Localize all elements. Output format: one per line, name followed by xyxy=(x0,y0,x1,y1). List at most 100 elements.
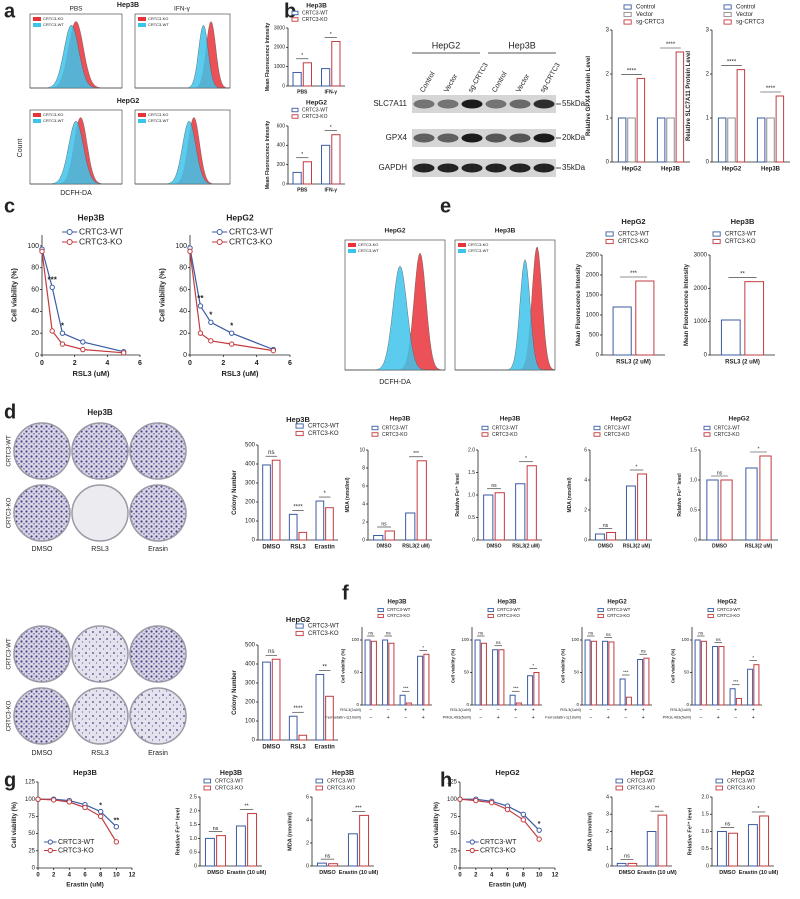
blot-band xyxy=(413,163,435,173)
bar xyxy=(405,702,412,706)
y-tick-label: 300 xyxy=(245,681,256,687)
y-tick-label: 2.0 xyxy=(701,794,709,800)
legend-swatch xyxy=(712,231,721,237)
legend-swatch xyxy=(615,778,624,784)
legend-label: CRTC3-WT xyxy=(43,118,64,123)
x-tick-label: DMSO xyxy=(719,870,736,876)
cell-line-label: HepG2 xyxy=(432,40,461,50)
y-tick-label: 1.5 xyxy=(468,470,475,476)
chart-title: HepG2 xyxy=(631,770,654,777)
colony-dish xyxy=(71,687,129,745)
legend-label: CRTC3-KO xyxy=(604,432,630,438)
legend-label: CRTC3-WT xyxy=(492,425,518,431)
bar xyxy=(417,655,424,706)
chart-title: Hep3B xyxy=(387,600,407,606)
panel-label: b xyxy=(284,0,296,22)
bar xyxy=(656,117,666,163)
legend-swatch xyxy=(291,114,299,119)
bar xyxy=(627,117,636,163)
y-axis-label: Relative Fe²⁺ level xyxy=(174,807,181,855)
x-tick-label: 8 xyxy=(99,873,103,879)
x-tick-label: IFN-γ xyxy=(325,89,338,95)
size-label: 35kDa xyxy=(562,163,586,172)
histogram-peak xyxy=(135,121,230,185)
panel-label: f xyxy=(342,582,349,604)
row-label: CRTC3-WT xyxy=(7,435,13,467)
x-tick-label: RSL3(2 uM) xyxy=(512,543,540,549)
x-tick-label: DMSO xyxy=(598,543,613,549)
histogram-peak xyxy=(455,258,555,371)
bar xyxy=(298,531,308,541)
bar xyxy=(612,306,632,356)
bar xyxy=(328,863,339,867)
treatment-label: PRGL493(5uM) xyxy=(443,715,472,720)
y-axis-label: Mean Fluorescence Intensity xyxy=(576,263,582,346)
y-tick-label: 1.0 xyxy=(468,492,475,498)
y-tick-label: 50 xyxy=(28,831,35,837)
x-tick-label: 4 xyxy=(490,873,494,879)
legend-marker xyxy=(216,228,223,236)
blot-band xyxy=(437,133,459,143)
colony-dish xyxy=(71,484,129,542)
bar xyxy=(216,835,227,867)
bar xyxy=(646,831,657,867)
legend-label: Vector xyxy=(636,12,653,18)
legend-swatch xyxy=(203,785,212,791)
legend-swatch xyxy=(295,623,304,629)
legend-label: CRTC3-KO xyxy=(229,236,273,246)
legend-swatch xyxy=(291,17,299,22)
chart-title: HepG2 xyxy=(226,212,254,222)
legend-label: CRTC3-KO xyxy=(468,242,488,247)
treatment-sign: + xyxy=(532,715,535,721)
lane-label: Control xyxy=(419,70,437,93)
x-tick-label: RSL3(2 uM) xyxy=(402,543,430,549)
bar xyxy=(298,734,308,741)
chart-title: HepG2 xyxy=(286,615,310,624)
legend-label: CRTC3-KO xyxy=(627,785,656,791)
legend-marker xyxy=(47,847,53,854)
bar xyxy=(509,694,516,706)
x-tick-label: RSL3 xyxy=(290,745,306,751)
y-tick-label: 0 xyxy=(686,702,689,707)
x-tick-label: HepG2 xyxy=(622,167,642,173)
y-tick-label: 1000 xyxy=(586,313,600,319)
significance-label: *** xyxy=(623,669,629,674)
chart-title: Hep3B xyxy=(306,3,327,10)
bar xyxy=(735,698,742,706)
colony-dish xyxy=(13,687,71,745)
legend-swatch xyxy=(481,432,489,437)
y-tick-label: 1.5 xyxy=(701,812,709,818)
treatment-sign: + xyxy=(734,707,737,713)
colony-dish xyxy=(129,422,187,480)
significance-label: *** xyxy=(403,686,409,691)
protein-label: GPX4 xyxy=(386,133,408,142)
legend-label: CRTC3-KO xyxy=(43,112,63,117)
chart-title: HepG2 xyxy=(611,416,632,423)
legend-swatch xyxy=(138,119,146,123)
y-tick-label: 40 xyxy=(179,308,187,315)
bar xyxy=(729,688,736,706)
legend-label: CRTC3-WT xyxy=(725,232,757,238)
significance-label: **** xyxy=(293,706,303,712)
x-tick-label: PBS xyxy=(297,187,308,193)
legend-label: CRTC3-WT xyxy=(79,226,123,236)
x-tick-label: Erastin xyxy=(314,745,335,751)
y-tick-label: 0.5 xyxy=(468,515,475,521)
significance-label: ns xyxy=(386,630,392,635)
legend-swatch xyxy=(371,425,379,431)
blot-band xyxy=(461,163,483,173)
point xyxy=(113,839,120,845)
y-tick-label: 2.5 xyxy=(189,794,197,800)
colony-dish xyxy=(13,484,71,542)
y-tick-label: 100 xyxy=(351,637,359,642)
point xyxy=(82,804,88,811)
significance-label: * xyxy=(422,645,424,650)
significance-label: **** xyxy=(727,60,737,66)
significance-label: ns xyxy=(698,630,704,635)
y-tick-label: 75 xyxy=(28,814,35,820)
legend-marker xyxy=(47,839,53,845)
point xyxy=(520,811,527,818)
y-axis-label: Relative SLC7A11 Protein Level xyxy=(686,51,692,141)
significance-label: **** xyxy=(766,86,776,92)
